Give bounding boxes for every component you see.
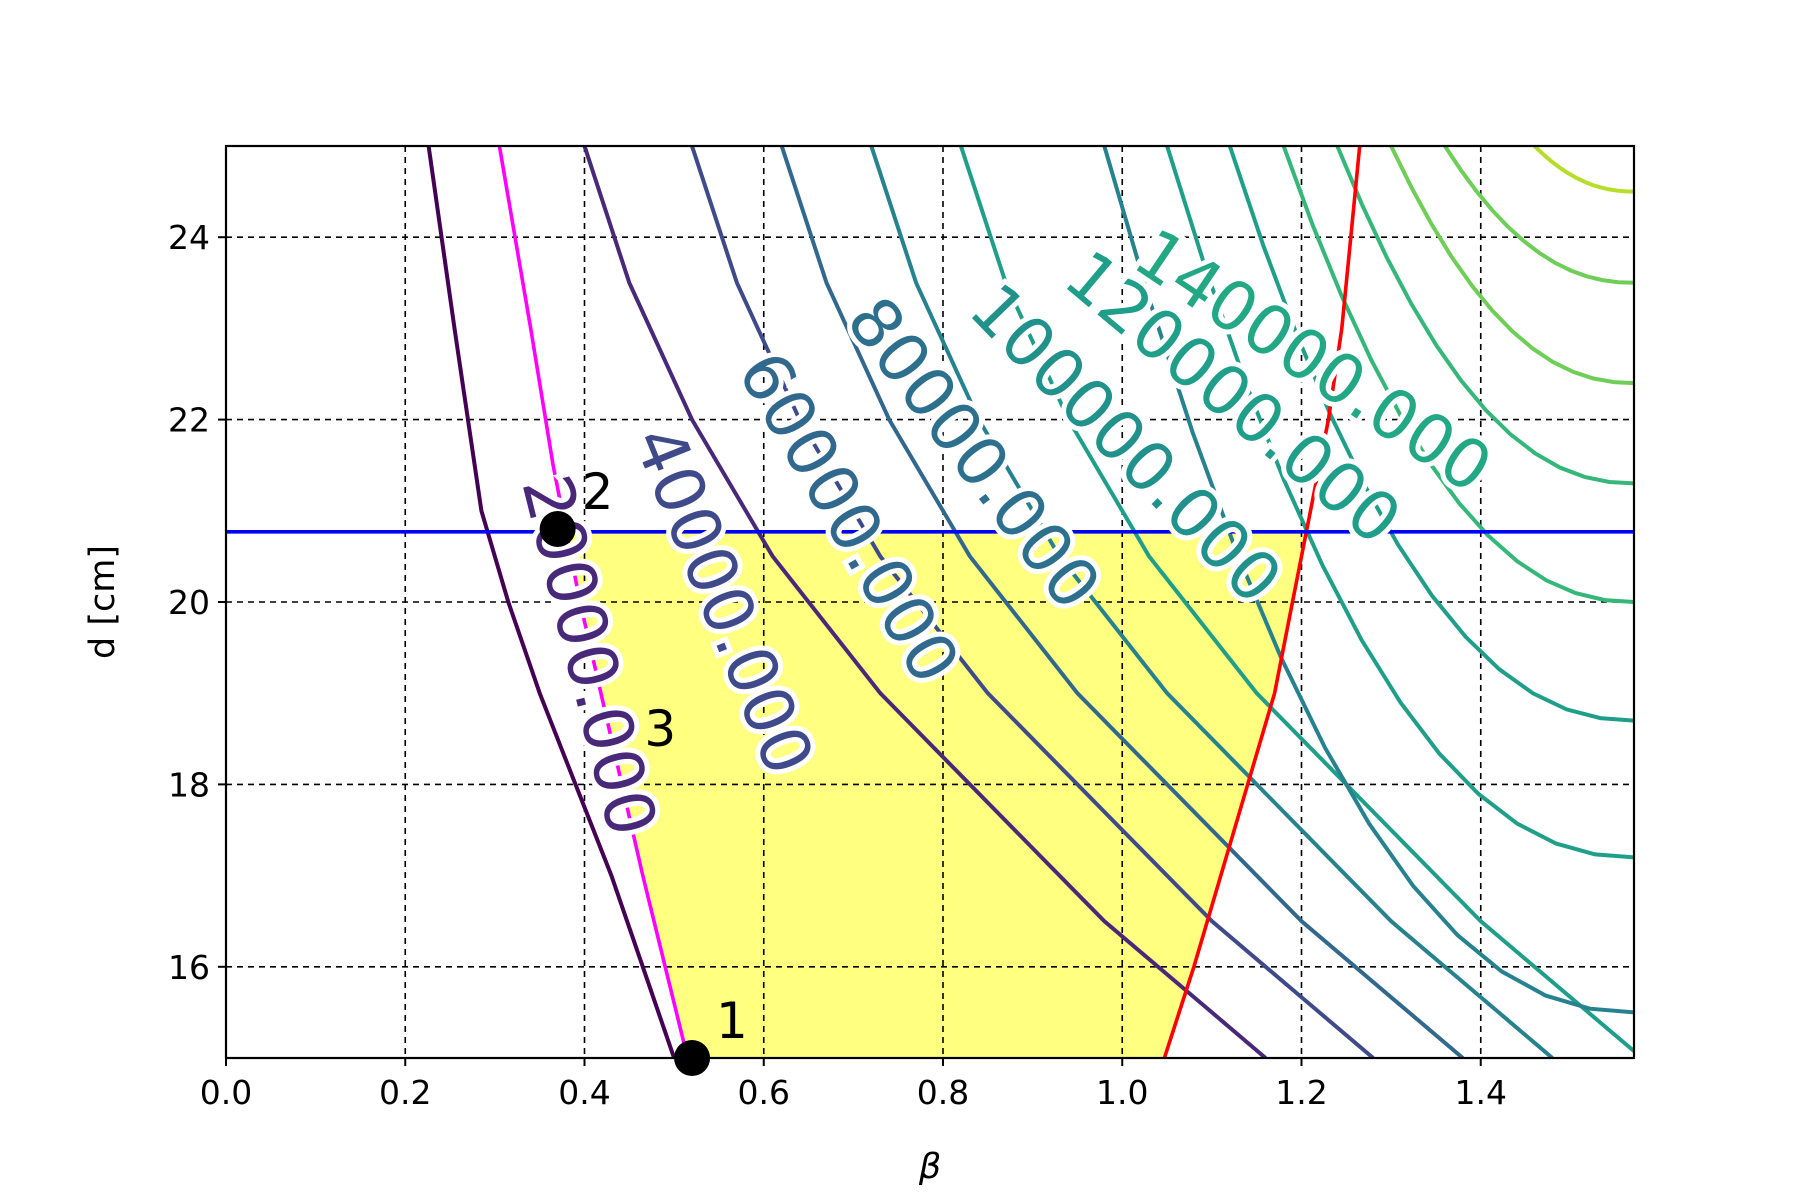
y-tick-label-2: 20 [168,583,210,622]
y-tick-label-3: 22 [168,401,210,440]
x-tick-label-4: 0.8 [917,1073,969,1112]
contour-line-11 [1389,146,1634,386]
contour-line-7 [1165,146,1634,860]
point-label-2: 2 [582,463,614,521]
contour-line-4 [869,146,1554,1058]
point-marker-2 [539,511,576,548]
x-tick-label-2: 0.4 [558,1073,610,1112]
y-tick-label-0: 16 [168,948,210,987]
x-tick-label-3: 0.6 [738,1073,790,1112]
contour-line-3 [779,146,1465,1058]
contour-line-6 [1102,146,1634,1015]
contour-line-2 [690,146,1375,1058]
x-tick-label-6: 1.2 [1275,1073,1327,1112]
contour-line-5 [958,146,1634,1054]
contour-line-13 [1533,146,1634,194]
point-label-3: 3 [644,700,676,758]
feasible-region [566,531,1307,1058]
y-tick-label-4: 24 [168,218,210,257]
y-tick-label-1: 18 [168,765,210,804]
constraint-curve-0 [497,146,690,1058]
contour-line-1 [582,146,1267,1058]
point-label-1: 1 [716,992,748,1050]
contour-line-10 [1335,146,1634,486]
point-marker-1 [674,1040,711,1076]
x-tick-label-1: 0.2 [379,1073,431,1112]
y-axis-label: d [cm] [83,545,123,659]
x-tick-label-5: 1.0 [1096,1073,1148,1112]
contour-line-12 [1443,146,1634,285]
constraint-curve-1 [1162,146,1362,1058]
contour-line-0 [426,146,676,1058]
x-tick-label-0: 0.0 [200,1073,252,1112]
contour-line-9 [1281,146,1634,604]
x-axis-label: β [918,1147,941,1187]
x-tick-label-7: 1.4 [1455,1073,1507,1112]
contour-line-8 [1227,146,1634,723]
